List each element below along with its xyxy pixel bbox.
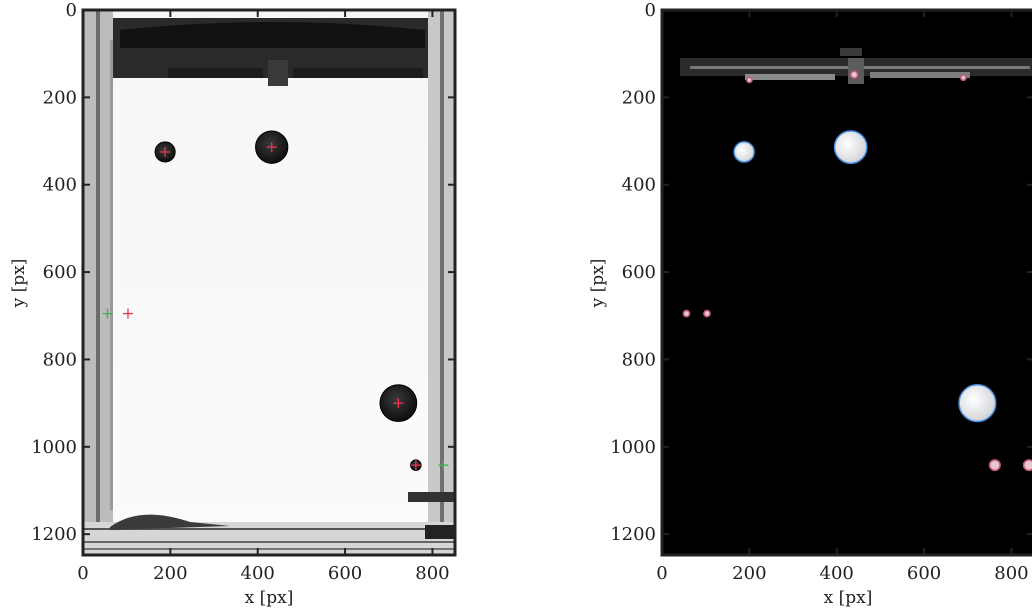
x-tick-label-R-0: 0 [656,563,667,584]
right-clip-1 [408,492,455,502]
bubble-R-9 [959,74,967,82]
bubble-R-4 [1022,459,1032,472]
right-ylabel: y [px] [588,259,608,309]
red-marker-1 [266,142,277,153]
right-frame [660,8,1032,557]
x-tick-label-L-3: 600 [328,563,362,584]
bubble-R-6 [703,309,711,318]
y-tick-label-L-2: 400 [43,175,77,196]
y-tick-label-R-0: 0 [645,0,656,21]
y-tick-label-R-6: 1200 [610,524,656,545]
left-wall-inner [110,40,113,510]
y-tick-label-L-0: 0 [66,0,77,21]
bottom-line-2 [83,541,455,543]
left-axes: 0 200 400 600 800 0 200 400 600 800 1000 1200 [31,0,455,584]
right-clip-2 [425,525,455,539]
red-marker-0 [160,146,171,157]
y-tick-label-R-1: 200 [622,87,656,108]
x-tick-label-R-2: 400 [820,563,854,584]
y-tick-label-L-5: 1000 [31,437,77,458]
bubble-R-0 [733,141,755,163]
bubble-R-1 [833,130,868,165]
y-tick-label-L-6: 1200 [31,524,77,545]
y-tick-label-L-1: 200 [43,87,77,108]
bubble-R-2 [958,384,997,423]
x-tick-label-L-1: 200 [153,563,187,584]
bottom-line-1 [83,528,455,530]
right-wall-edge [440,10,444,555]
y-tick-label-R-3: 600 [622,262,656,283]
x-tick-label-L-4: 800 [415,563,449,584]
x-tick-label-R-3: 600 [907,563,941,584]
left-xlabel: x [px] [245,588,294,608]
left-frame [81,8,457,557]
left-panel: 0 200 400 600 800 0 200 400 600 800 1000 1200 x [px… [9,0,457,608]
y-tick-label-L-4: 800 [43,349,77,370]
x-tick-label-L-2: 400 [241,563,275,584]
x-tick-label-R-4: 800 [994,563,1028,584]
red-marker-4 [410,460,421,471]
green-marker-1 [438,460,449,471]
green-marker-0 [102,308,113,319]
center-stem [268,60,288,86]
left-ylabel: y [px] [9,259,29,309]
left-wall-edge [96,10,100,555]
left-plot-area [83,10,455,555]
x-tick-label-L-0: 0 [77,563,88,584]
right-plot-area [662,10,1032,555]
right-tank-image [680,48,1032,84]
bottom-line-3 [83,548,455,550]
right-marks [682,70,1032,472]
right-flap [293,68,423,78]
bubble-R-5 [682,309,691,318]
left-tank-image [83,10,455,555]
y-tick-label-L-3: 600 [43,262,77,283]
red-marker-3 [122,308,133,319]
left-flap [168,68,263,78]
y-tick-label-R-2: 400 [622,175,656,196]
bottom-debris [110,514,230,530]
y-tick-label-R-5: 1000 [610,437,656,458]
bubble-R-8 [849,70,859,79]
right-top-cap [840,48,862,56]
top-lid [120,22,425,48]
y-tick-label-R-4: 800 [622,349,656,370]
right-right-flap [870,72,970,78]
x-tick-label-R-1: 200 [732,563,766,584]
right-axes: 0 200 400 600 800 0 200 400 600 800 1000 1200 [610,0,1032,584]
right-xlabel: x [px] [824,588,873,608]
bubble-R-3 [988,459,1001,472]
right-left-flap [745,74,835,80]
left-marks [102,130,449,471]
red-marker-2 [393,398,404,409]
right-panel: 0 200 400 600 800 0 200 400 600 800 1000 1200 x [px… [588,0,1032,608]
bubble-R-7 [745,76,753,84]
